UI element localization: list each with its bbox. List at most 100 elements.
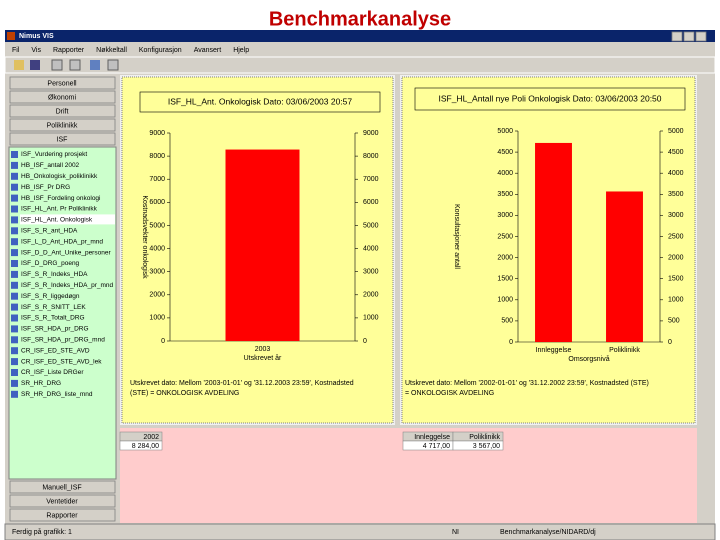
nav-button[interactable] (9, 76, 116, 90)
list-item[interactable]: ISF_D_DRG_poeng (21, 260, 80, 267)
table-header: 2002 (143, 434, 159, 441)
bar (606, 191, 643, 342)
menu-item[interactable]: Fil (12, 47, 20, 54)
nav-button[interactable] (9, 104, 116, 118)
list-item[interactable]: ISF_S_R_SNITT_LEK (21, 304, 86, 311)
y2-tick-label: 2500 (668, 233, 684, 240)
y-tick-label: 0 (161, 338, 165, 345)
open-icon[interactable] (14, 60, 24, 70)
nav-button[interactable] (9, 494, 116, 508)
nav-button[interactable] (9, 480, 116, 494)
y-tick-label: 6000 (149, 199, 165, 206)
nav-button[interactable] (9, 508, 116, 522)
maximize-button[interactable] (683, 31, 695, 42)
nav-button-label: Manuell_ISF (42, 484, 81, 491)
item-icon (11, 172, 18, 180)
y-tick-label: 7000 (149, 176, 165, 183)
nav-button[interactable] (9, 132, 116, 146)
x-tick-label: Poliklinikk (609, 347, 640, 354)
item-icon (11, 281, 18, 289)
y2-tick-label: 4000 (668, 170, 684, 177)
bar (535, 142, 572, 342)
y2-tick-label: 2000 (668, 254, 684, 261)
list-item[interactable]: ISF_L_D_Ant_HDA_pr_mnd (21, 238, 103, 245)
table-value: 8 284,00 (132, 443, 159, 450)
y2-tick-label: 3500 (668, 191, 684, 198)
x-tick-label: Innleggelse (536, 347, 572, 354)
chart-title-box (139, 91, 381, 113)
menu-item[interactable]: Vis (31, 47, 41, 54)
list-item[interactable]: HB_ISF_antall 2002 (21, 162, 80, 169)
refresh-icon[interactable] (90, 60, 100, 70)
minimize-button[interactable] (671, 31, 683, 42)
list-item[interactable]: ISF_S_R_Indeks_HDA_pr_mnd (21, 282, 114, 289)
y-tick-label: 1500 (497, 276, 513, 283)
y2-tick-label: 0 (363, 338, 367, 345)
save-icon[interactable] (30, 60, 40, 70)
item-icon (11, 292, 18, 300)
list-item[interactable]: SR_HR_DRG (21, 380, 61, 387)
y-tick-label: 3500 (497, 191, 513, 198)
list-item[interactable]: ISF_S_R_Indeks_HDA (21, 271, 88, 278)
chart-title: ISF_HL_Antall nye Poli Onkologisk Dato: … (438, 93, 661, 103)
nav-button[interactable] (9, 90, 116, 104)
list-item[interactable]: HB_Onkologisk_poliklinikk (21, 173, 98, 180)
nav-button[interactable] (9, 118, 116, 132)
report-list (8, 146, 117, 480)
list-item[interactable]: ISF_D_D_Ant_Unike_personer (21, 249, 111, 256)
bar (225, 149, 300, 341)
list-item[interactable]: SR_HR_DRG_liste_mnd (21, 391, 93, 398)
item-icon (11, 314, 18, 322)
x-axis-title: Omsorgsnivå (568, 355, 609, 363)
x-axis-title: Utskrevet år (244, 354, 282, 362)
menu-item[interactable]: Konfigurasjon (139, 47, 182, 54)
item-icon (11, 379, 18, 387)
chart-footnote: Utskrevet dato: Mellom '2002-01-01' og '… (405, 380, 649, 387)
list-item[interactable]: ISF_HL_Ant. Pr Poliklinikk (21, 206, 98, 213)
item-icon (11, 227, 18, 235)
item-icon (11, 216, 18, 224)
list-item[interactable]: HB_ISF_Fordeling onkologi (21, 195, 101, 202)
y-tick-label: 3000 (149, 269, 165, 276)
item-icon (11, 205, 18, 213)
slide-title: Benchmarkanalyse (269, 8, 451, 30)
y2-tick-label: 8000 (363, 153, 379, 160)
toolbar-icons (14, 59, 119, 71)
list-item[interactable]: ISF_Vurdering prosjekt (21, 151, 87, 158)
list-item[interactable]: ISF_SR_HDA_pr_DRG_mnd (21, 337, 105, 344)
list-item[interactable]: ISF_S_R_Totalt_DRG (21, 315, 85, 322)
y-tick-label: 3000 (497, 212, 513, 219)
list-item[interactable]: CR_ISF_Liste DRGer (21, 369, 84, 376)
list-item[interactable]: ISF_HL_Ant. Onkologisk (21, 217, 93, 224)
list-item[interactable]: ISF_SR_HDA_pr_DRG (21, 326, 89, 333)
list-item[interactable]: ISF_S_R_liggedøgn (21, 293, 80, 300)
table-header: Poliklinikk (469, 434, 500, 441)
nav-button-label: Økonomi (48, 94, 76, 101)
chart-title: ISF_HL_Ant. Onkologisk Dato: 03/06/2003 … (168, 96, 353, 106)
nav-button-label: Ventetider (46, 498, 78, 505)
y-tick-label: 1000 (497, 297, 513, 304)
list-item[interactable]: CR_ISF_ED_STE_AVD (21, 347, 90, 354)
menu-item[interactable]: Nøkkeltall (96, 47, 127, 54)
menu-item[interactable]: Hjelp (233, 47, 249, 54)
y-tick-label: 0 (509, 339, 513, 346)
status-bar (4, 523, 716, 540)
close-button[interactable] (695, 31, 707, 42)
nav-button-label: Rapporter (46, 512, 78, 519)
table-cell (119, 440, 163, 451)
paste-icon[interactable] (69, 59, 81, 71)
table-cell (452, 440, 504, 451)
item-icon (11, 369, 18, 376)
list-item[interactable]: CR_ISF_ED_STE_AVD_lek (21, 358, 102, 365)
status-text: Ferdig på grafikk: 1 (12, 528, 72, 536)
list-item[interactable]: ISF_S_R_ant_HDA (21, 228, 78, 235)
menu-item[interactable]: Avansert (194, 47, 222, 54)
y2-tick-label: 3000 (668, 212, 684, 219)
copy-icon[interactable] (51, 59, 63, 71)
y-tick-label: 500 (501, 318, 513, 325)
item-icon (11, 390, 18, 398)
item-icon (11, 358, 18, 366)
menu-item[interactable]: Rapporter (53, 47, 85, 54)
list-item[interactable]: HB_ISF_Pr DRG (21, 184, 70, 191)
print-icon[interactable] (107, 59, 119, 71)
